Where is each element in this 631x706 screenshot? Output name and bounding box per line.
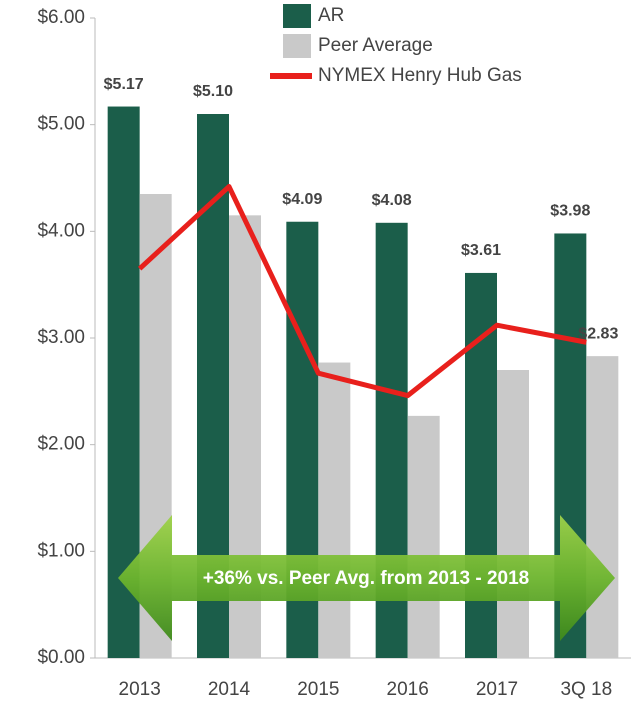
bar [586, 356, 619, 658]
value-label: $5.10 [193, 83, 233, 100]
y-tick-label: $2.00 [37, 434, 85, 455]
y-tick-label: $6.00 [37, 7, 85, 28]
x-tick-label: 2017 [476, 679, 518, 700]
bar [497, 370, 529, 658]
value-label: $4.09 [282, 191, 322, 208]
x-tick-label: 3Q 18 [560, 679, 612, 700]
legend-swatch [283, 4, 311, 28]
legend-label: AR [318, 5, 344, 26]
y-tick-label: $5.00 [37, 114, 85, 135]
legend-swatch [283, 34, 311, 58]
y-tick-label: $1.00 [37, 540, 85, 561]
x-tick-label: 2014 [208, 679, 251, 700]
x-tick-label: 2013 [119, 679, 161, 700]
y-tick-label: $0.00 [37, 647, 85, 668]
y-tick-label: $3.00 [37, 327, 85, 348]
value-label: $3.61 [461, 242, 501, 259]
value-label: $2.83 [578, 325, 618, 342]
line [137, 184, 587, 399]
annotation-text: +36% vs. Peer Avg. from 2013 - 2018 [203, 568, 530, 589]
bar [407, 415, 440, 658]
x-tick-label: 2016 [387, 679, 429, 700]
value-label: $3.98 [550, 203, 590, 220]
y-tick-label: $4.00 [37, 220, 85, 241]
x-tick-label: 2015 [297, 679, 339, 700]
legend-label: Peer Average [318, 35, 433, 56]
annotation-arrow [118, 515, 615, 641]
bar [318, 362, 351, 658]
value-label: $4.08 [372, 192, 412, 209]
legend-label: NYMEX Henry Hub Gas [318, 65, 522, 86]
value-label: $5.17 [104, 76, 144, 93]
